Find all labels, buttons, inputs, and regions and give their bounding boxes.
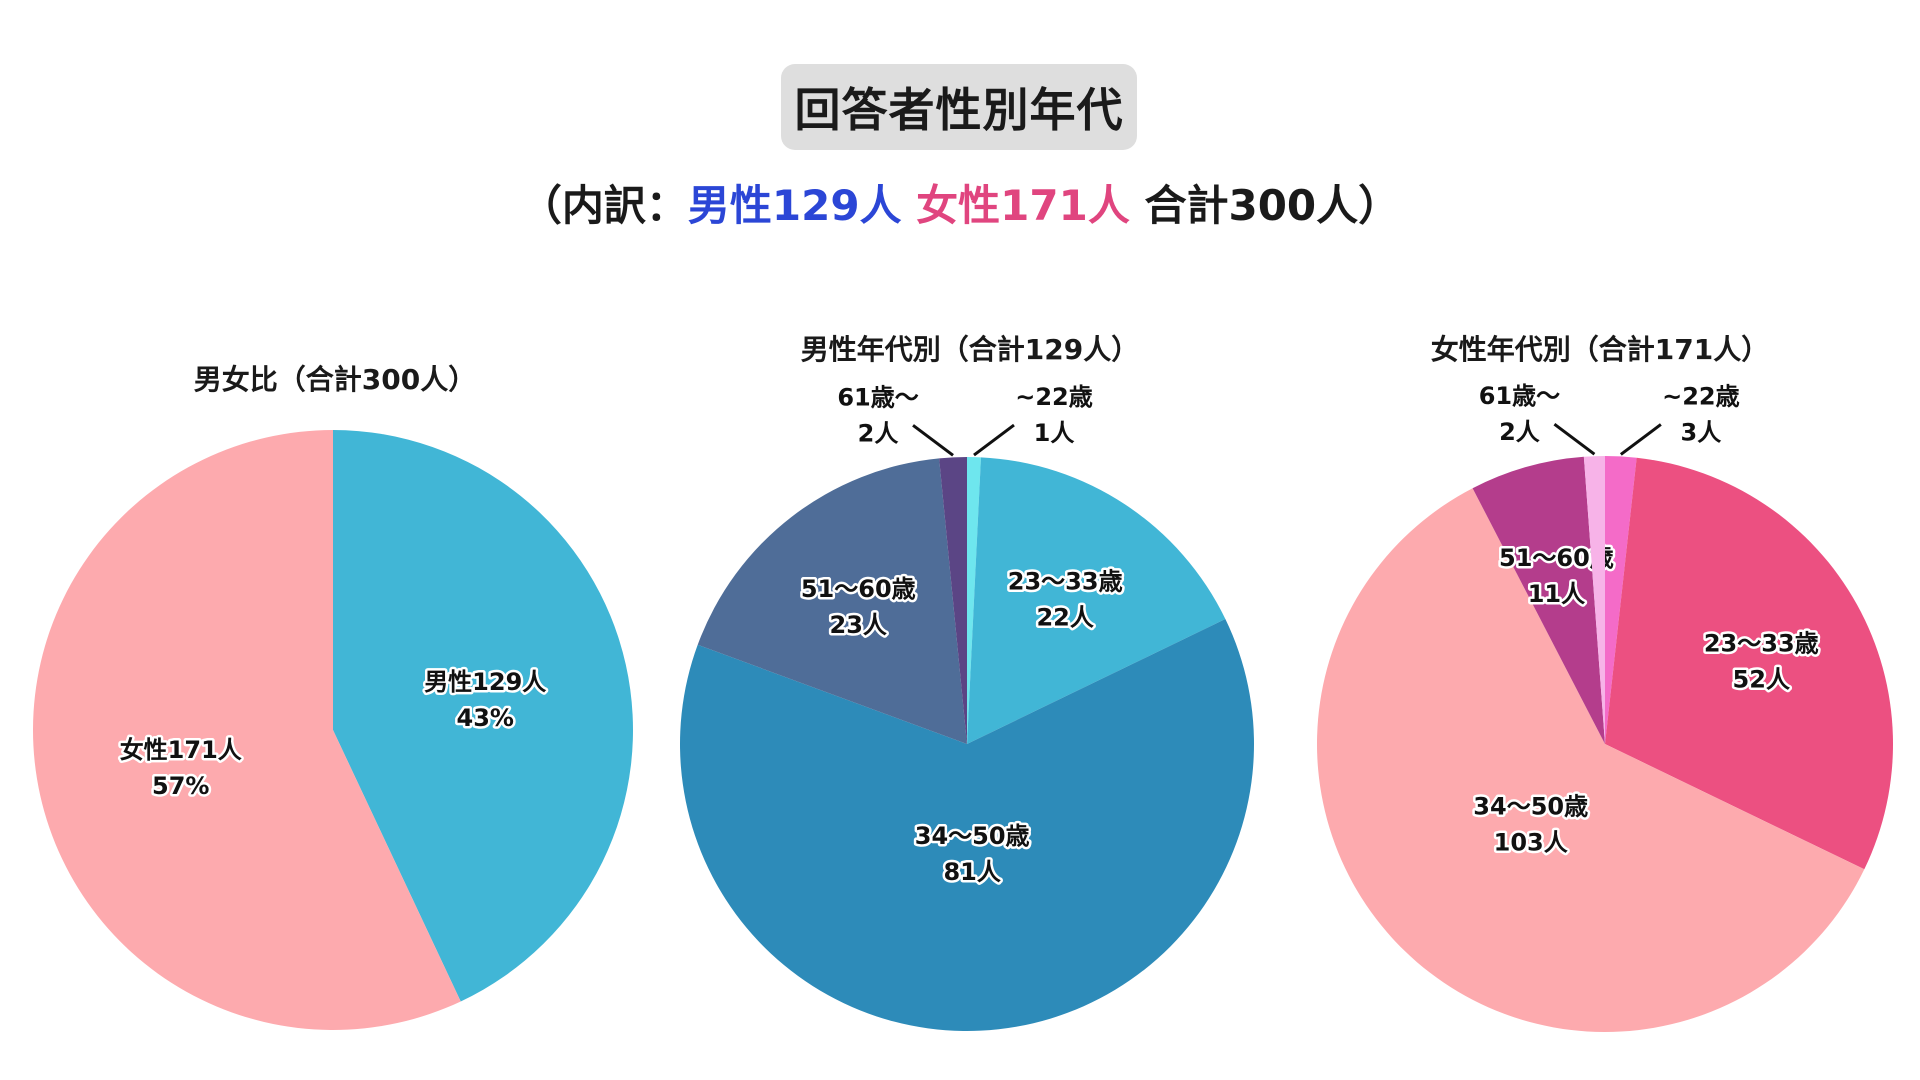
gender-ratio-chart-title: 男女比（合計300人） (193, 363, 477, 396)
gender-slice-0 (333, 430, 633, 1002)
female-leader-line-0 (1619, 423, 1662, 456)
main-title: 回答者性別年代 (781, 64, 1137, 150)
male-slice-label-2-line: 34～50歳 (915, 822, 1030, 850)
male-leader-line-0 (973, 423, 1015, 457)
gender-slice-label-0-line: 男性129人 (424, 668, 546, 696)
female-slice-label-1-line: 23～33歳 (1704, 630, 1819, 658)
male-age-chart-title: 男性年代別（合計129人） (800, 333, 1140, 366)
male-slice-label-3-line: 23人 (830, 611, 887, 639)
female-slice-label-1: 23～33歳 52人 (1704, 630, 1819, 694)
gender-slice-label-0: 男性129人 43% (424, 668, 546, 732)
gender-slice-label-0-line: 43% (457, 704, 514, 732)
male-slice-1 (967, 457, 1226, 744)
female-slice-label-1-line: 52人 (1733, 666, 1790, 694)
subtitle: （内訳：男性129人 女性171人 合計300人） (0, 172, 1920, 233)
female-slice-label-4-line: 2人 (1499, 418, 1540, 446)
female-age-chart-title: 女性年代別（合計171人） (1430, 333, 1770, 366)
male-leader-line-4 (912, 424, 954, 457)
male-slice-label-3: 51～60歳 23人 (801, 575, 916, 639)
female-slice-label-0-line: 3人 (1681, 418, 1722, 446)
male-slice-label-2: 34～50歳 81人 (915, 822, 1030, 886)
male-slice-label-2-line: 81人 (943, 858, 1000, 886)
female-slice-4 (1583, 456, 1605, 744)
subtitle-female: 女性171人 (916, 181, 1130, 230)
male-slice-label-1-line: 23～33歳 (1008, 568, 1123, 596)
female-slice-label-4-line: 61歳～ (1479, 382, 1560, 410)
male-slice-label-4-line: 2人 (858, 419, 899, 447)
male-slice-4 (939, 457, 967, 744)
male-slice-3 (697, 458, 967, 744)
male-slice-0 (967, 457, 981, 744)
male-slice-label-1: 23～33歳 22人 (1008, 568, 1123, 632)
gender-slice-1 (33, 430, 461, 1030)
female-leader-line-4 (1553, 422, 1596, 456)
gender-pie: 男性129人 43% 女性171人 57% (33, 430, 633, 1030)
male-slice-2 (680, 619, 1254, 1031)
female-slice-1 (1605, 457, 1893, 870)
male-slice-label-0: ~22歳 1人 (1015, 383, 1093, 447)
subtitle-male: 男性129人 (687, 181, 902, 230)
female-slice-label-4: 61歳～ 2人 (1479, 382, 1560, 446)
male-slice-label-4-line: 61歳～ (837, 383, 918, 411)
gender-slice-label-1-line: 女性171人 (120, 736, 242, 764)
male-slice-label-1-line: 22人 (1036, 604, 1093, 632)
female-slice-label-2-line: 103人 (1494, 828, 1568, 856)
female-slice-label-0: ~22歳 3人 (1662, 382, 1740, 446)
female-slice-label-0-line: ~22歳 (1662, 382, 1740, 410)
male-slice-label-4: 61歳～ 2人 (837, 383, 918, 447)
subtitle-total: 合計300人） (1144, 181, 1401, 230)
male-slice-label-0-line: ~22歳 (1015, 383, 1093, 411)
male-pie: ~22歳 1人 23～33歳 22人 34～50歳 81人 51～60歳 23人 61歳～ 2人 (680, 383, 1254, 1031)
female-slice-3 (1472, 456, 1605, 744)
male-slice-label-0-line: 1人 (1034, 419, 1075, 447)
female-slice-label-2: 34～50歳 103人 (1473, 792, 1588, 856)
female-slice-label-2-line: 34～50歳 (1473, 792, 1588, 820)
female-slice-label-3-line: 11人 (1528, 580, 1585, 608)
subtitle-open: （内訳： (519, 181, 688, 230)
female-slice-2 (1316, 488, 1865, 1032)
gender-slice-label-1-line: 57% (152, 772, 209, 800)
female-slice-0 (1605, 456, 1637, 744)
gender-slice-label-1: 女性171人 57% (120, 736, 242, 800)
male-slice-label-3-line: 51～60歳 (801, 575, 916, 603)
